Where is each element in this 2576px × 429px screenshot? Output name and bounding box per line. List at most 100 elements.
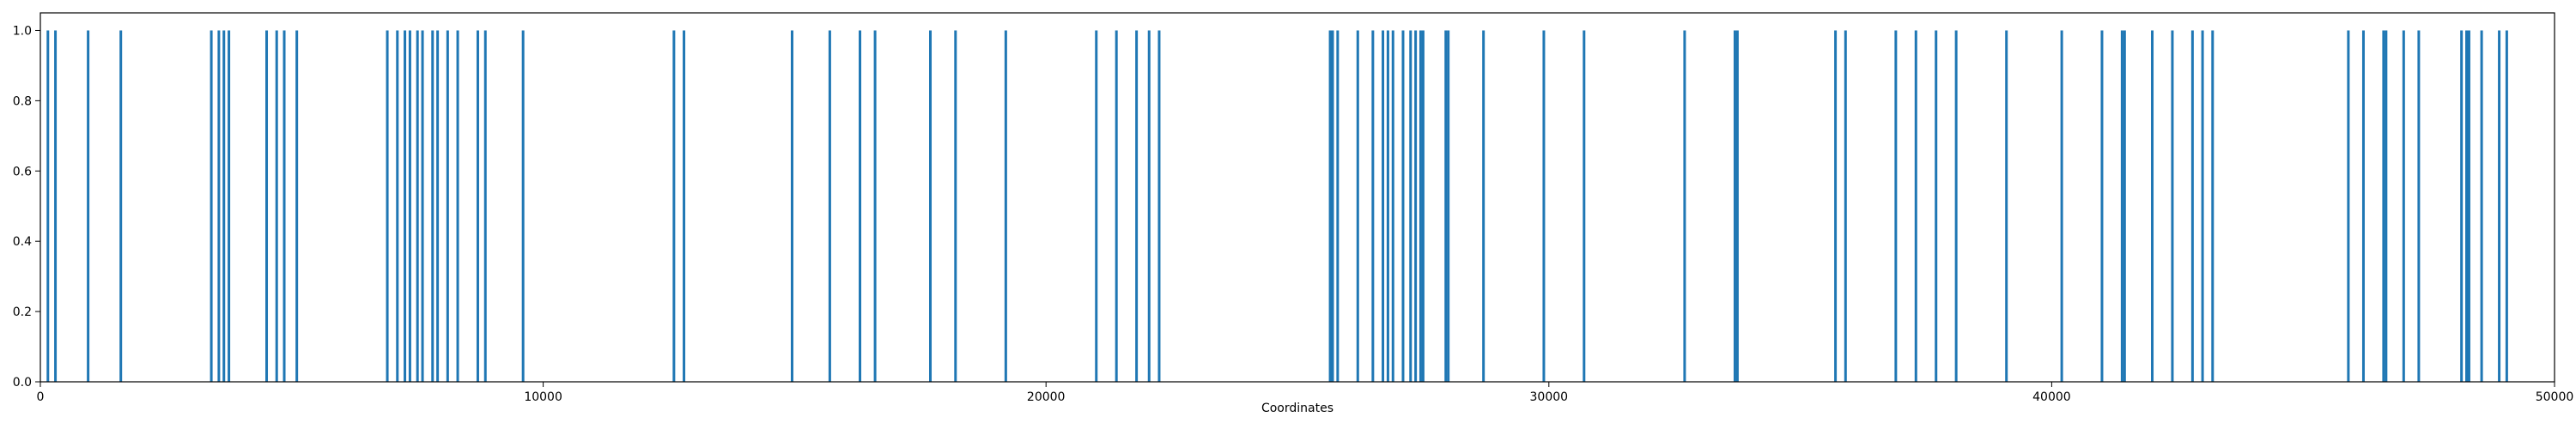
bar-series <box>46 30 2508 382</box>
bar <box>1421 30 1425 382</box>
x-tick-label: 50000 <box>2536 390 2574 404</box>
bar <box>408 30 411 382</box>
bar <box>1844 30 1847 382</box>
bar <box>476 30 479 382</box>
bar <box>295 30 299 382</box>
bar <box>1954 30 1958 382</box>
bar <box>1147 30 1151 382</box>
bar <box>2361 30 2365 382</box>
bar <box>265 30 269 382</box>
bar <box>421 30 424 382</box>
bar <box>1683 30 1686 382</box>
bar <box>275 30 278 382</box>
bar <box>1356 30 1359 382</box>
bar <box>222 30 226 382</box>
bar <box>119 30 123 382</box>
plot-frame <box>39 12 2555 383</box>
bar <box>672 30 676 382</box>
bar <box>954 30 957 382</box>
bar <box>2465 30 2469 382</box>
bar <box>873 30 877 382</box>
bar <box>483 30 487 382</box>
bar <box>1371 30 1375 382</box>
bar <box>1583 30 1586 382</box>
bar <box>217 30 221 382</box>
bar <box>2123 30 2126 382</box>
bar <box>2060 30 2063 382</box>
y-tick-label: 0.0 <box>13 376 32 390</box>
bar <box>1482 30 1485 382</box>
bar <box>446 30 449 382</box>
bar <box>456 30 459 382</box>
y-tick-label: 0.6 <box>13 165 32 178</box>
y-tick-label: 0.8 <box>13 94 32 108</box>
bar <box>1409 30 1413 382</box>
bar <box>2151 30 2154 382</box>
y-axis-ticks: 0.0 0.2 0.4 0.6 0.8 1.0 <box>13 24 40 390</box>
bar <box>1115 30 1118 382</box>
bar <box>1157 30 1161 382</box>
bar <box>1382 30 1385 382</box>
y-tick-label: 0.2 <box>13 305 32 319</box>
x-tick-label: 20000 <box>1027 390 1066 404</box>
bar <box>396 30 399 382</box>
bar <box>1095 30 1098 382</box>
x-tick-label: 10000 <box>524 390 562 404</box>
bar <box>1328 30 1332 382</box>
bar <box>1004 30 1007 382</box>
bar <box>2382 30 2385 382</box>
bar <box>828 30 831 382</box>
bar <box>1447 30 1450 382</box>
bar <box>1414 30 1418 382</box>
bar <box>683 30 686 382</box>
bar <box>2005 30 2008 382</box>
bar <box>2480 30 2483 382</box>
y-tick-label: 1.0 <box>13 24 32 38</box>
bar <box>790 30 793 382</box>
bar <box>404 30 407 382</box>
bar <box>431 30 434 382</box>
bar <box>1401 30 1405 382</box>
x-axis-title: Coordinates <box>1261 402 1334 415</box>
bar <box>521 30 525 382</box>
bar <box>87 30 90 382</box>
bar <box>1914 30 1917 382</box>
bar <box>859 30 862 382</box>
bar <box>1336 30 1340 382</box>
bar <box>1444 30 1448 382</box>
bar <box>2460 30 2464 382</box>
bar <box>1391 30 1394 382</box>
bar <box>416 30 419 382</box>
bar <box>1386 30 1389 382</box>
x-tick-label: 40000 <box>2032 390 2071 404</box>
bar <box>2100 30 2104 382</box>
bar <box>436 30 440 382</box>
bar <box>2417 30 2421 382</box>
bar <box>386 30 389 382</box>
bar <box>1894 30 1898 382</box>
bar <box>1935 30 1938 382</box>
y-tick-label: 0.4 <box>13 235 32 249</box>
x-tick-label: 30000 <box>1530 390 1569 404</box>
bar <box>1419 30 1422 382</box>
bar <box>1542 30 1546 382</box>
bar <box>228 30 231 382</box>
plot-area <box>40 13 2555 382</box>
bar <box>929 30 933 382</box>
bar <box>2505 30 2508 382</box>
bar <box>2190 30 2194 382</box>
bar <box>2402 30 2405 382</box>
bar <box>2467 30 2470 382</box>
bar <box>1735 30 1739 382</box>
bar <box>1733 30 1736 382</box>
bar <box>2347 30 2350 382</box>
bar <box>46 30 50 382</box>
bar <box>2120 30 2123 382</box>
bar <box>210 30 213 382</box>
bar <box>2385 30 2388 382</box>
bar <box>2498 30 2501 382</box>
x-tick-label: 0 <box>37 390 45 404</box>
bar <box>283 30 286 382</box>
bar <box>1331 30 1334 382</box>
